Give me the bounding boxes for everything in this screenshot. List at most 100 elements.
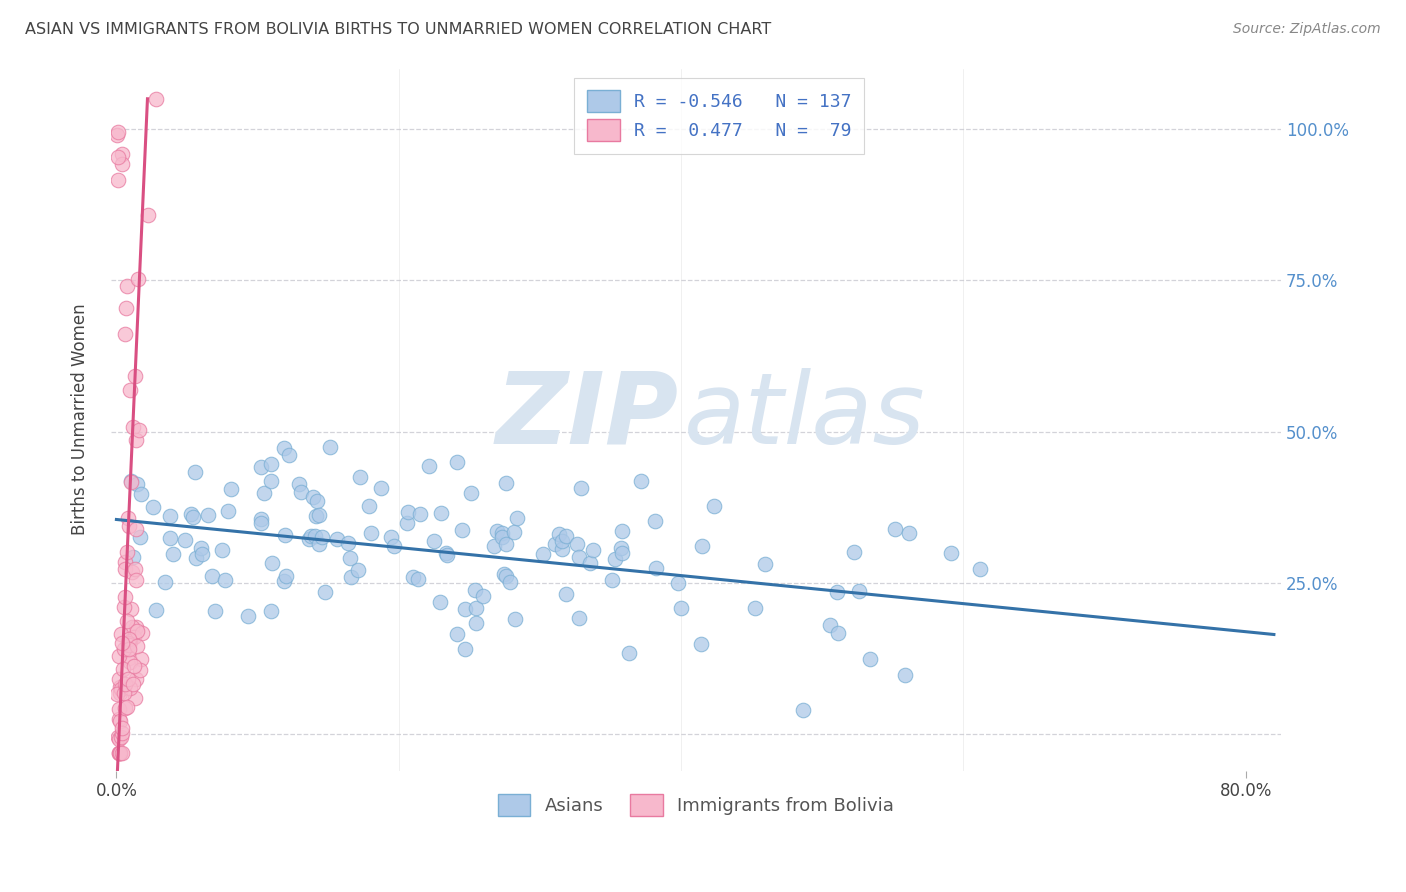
Point (308, 508, 330, 523)
Point (495, 537, 517, 551)
Point (337, 535, 360, 549)
Point (610, 541, 633, 555)
Point (253, 485, 276, 500)
Point (125, 673, 148, 687)
Point (221, 482, 243, 496)
Point (217, 504, 239, 518)
Point (108, 673, 131, 687)
Point (446, 455, 468, 469)
Point (121, 550, 143, 565)
Point (129, 652, 152, 666)
Point (703, 499, 725, 513)
Point (754, 557, 776, 571)
Point (211, 542, 233, 557)
Point (107, 712, 129, 726)
Point (131, 626, 153, 640)
Point (859, 651, 882, 665)
Point (304, 529, 326, 543)
Point (107, 731, 129, 745)
Point (325, 533, 347, 547)
Point (346, 563, 368, 577)
Text: ASIAN VS IMMIGRANTS FROM BOLIVIA BIRTHS TO UNMARRIED WOMEN CORRELATION CHART: ASIAN VS IMMIGRANTS FROM BOLIVIA BIRTHS … (25, 22, 772, 37)
Point (531, 547, 554, 561)
Point (484, 539, 506, 553)
Point (128, 423, 150, 437)
Point (582, 543, 605, 558)
Point (568, 611, 591, 625)
Point (249, 512, 271, 526)
Point (145, 92, 167, 106)
Point (120, 634, 142, 648)
Point (121, 677, 143, 691)
Point (827, 626, 849, 640)
Point (115, 279, 138, 293)
Point (129, 663, 152, 677)
Point (644, 561, 666, 575)
Legend: Asians, Immigrants from Bolivia: Asians, Immigrants from Bolivia (488, 785, 903, 825)
Point (396, 505, 419, 519)
Point (118, 656, 141, 670)
Point (259, 604, 281, 618)
Point (159, 508, 181, 523)
Point (792, 703, 814, 717)
Point (112, 685, 135, 699)
Point (108, 732, 131, 747)
Point (429, 595, 451, 609)
Point (190, 541, 212, 555)
Point (454, 642, 477, 657)
Point (395, 516, 418, 530)
Point (118, 651, 141, 665)
Point (472, 589, 495, 603)
Point (125, 639, 148, 653)
Point (409, 507, 432, 521)
Point (110, 746, 132, 760)
Point (307, 494, 329, 508)
Point (464, 600, 486, 615)
Point (121, 565, 143, 579)
Point (114, 326, 136, 341)
Point (301, 490, 323, 504)
Point (380, 530, 402, 544)
Point (124, 691, 146, 706)
Point (114, 700, 136, 714)
Point (125, 522, 148, 536)
Point (603, 551, 626, 566)
Point (434, 546, 457, 560)
Point (495, 475, 517, 490)
Point (305, 508, 328, 523)
Point (550, 541, 572, 556)
Point (118, 641, 141, 656)
Point (181, 510, 204, 524)
Point (114, 562, 136, 576)
Point (111, 721, 134, 735)
Point (127, 272, 149, 286)
Point (567, 550, 589, 565)
Point (630, 474, 652, 488)
Point (969, 561, 991, 575)
Point (617, 646, 640, 660)
Point (128, 530, 150, 544)
Point (422, 534, 444, 549)
Point (174, 533, 197, 547)
Point (825, 585, 848, 599)
Point (897, 525, 920, 540)
Point (288, 476, 311, 491)
Point (145, 603, 167, 617)
Point (359, 499, 381, 513)
Point (204, 604, 226, 618)
Point (491, 530, 513, 544)
Point (108, 746, 131, 760)
Point (290, 485, 312, 500)
Point (107, 150, 129, 164)
Point (491, 526, 513, 541)
Point (118, 638, 141, 652)
Point (418, 459, 440, 474)
Point (249, 516, 271, 531)
Point (273, 574, 295, 588)
Point (117, 545, 139, 559)
Point (451, 523, 474, 537)
Point (485, 524, 508, 538)
Point (555, 587, 578, 601)
Point (454, 602, 477, 616)
Point (110, 730, 132, 744)
